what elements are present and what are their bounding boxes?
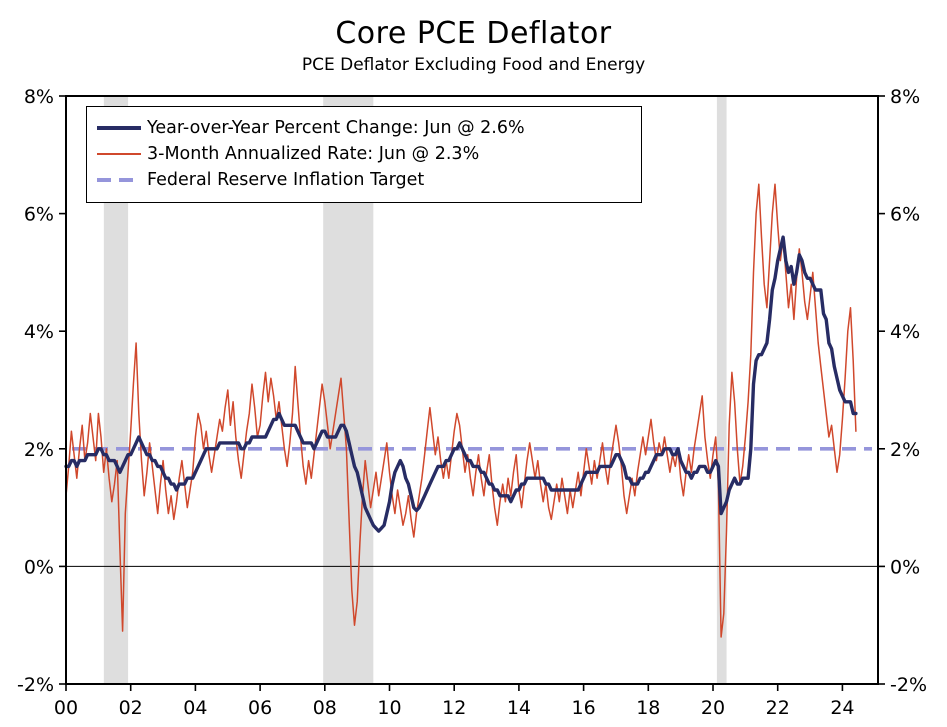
legend-item-3mo: 3-Month Annualized Rate: Jun @ 2.3% [97, 141, 631, 167]
legend-item-yoy: Year-over-Year Percent Change: Jun @ 2.6… [97, 115, 631, 141]
y-tick-label-right: 0% [890, 556, 920, 578]
plot-frame [65, 95, 879, 685]
x-tick-label: 06 [248, 697, 272, 719]
legend-label-yoy: Year-over-Year Percent Change: Jun @ 2.6… [147, 118, 525, 138]
y-tick-label-right: 8% [890, 86, 920, 108]
y-tick-label-left: 2% [24, 439, 54, 461]
y-tick-label-left: 8% [24, 86, 54, 108]
yoy-line-swatch-icon [97, 126, 141, 130]
x-tick-label: 08 [313, 697, 337, 719]
legend-label-target: Federal Reserve Inflation Target [147, 170, 425, 190]
x-tick-label: 16 [572, 697, 596, 719]
x-tick-label: 14 [507, 697, 531, 719]
x-tick-label: 20 [701, 697, 725, 719]
legend-label-3mo: 3-Month Annualized Rate: Jun @ 2.3% [147, 144, 480, 164]
y-tick-label-right: 2% [890, 439, 920, 461]
x-tick-label: 10 [377, 697, 401, 719]
recession-band [716, 96, 727, 684]
legend-item-target: Federal Reserve Inflation Target [97, 167, 631, 193]
y-tick-label-left: -2% [17, 674, 54, 696]
y-tick-label-right: 4% [890, 321, 920, 343]
three-month-line-swatch-icon [97, 153, 141, 155]
y-tick-label-left: 0% [24, 556, 54, 578]
y-tick-label-left: 6% [24, 204, 54, 226]
x-tick-label: 02 [119, 697, 143, 719]
y-axis-ticks: -2% -2% 0% 0% 2% 2% 4% 4% 6% 6% 8% 8% [17, 86, 927, 696]
x-tick-label: 12 [442, 697, 466, 719]
series-line-yoy [64, 235, 858, 533]
chart-legend: Year-over-Year Percent Change: Jun @ 2.6… [86, 106, 642, 203]
y-tick-label-right: -2% [890, 674, 927, 696]
fed-target-line-swatch-icon [97, 178, 141, 182]
x-tick-label: 24 [830, 697, 854, 719]
x-tick-label: 22 [766, 697, 790, 719]
x-tick-label: 04 [183, 697, 207, 719]
y-tick-label-right: 6% [890, 204, 920, 226]
x-tick-label: 18 [636, 697, 660, 719]
x-tick-label: 00 [54, 697, 78, 719]
y-tick-label-left: 4% [24, 321, 54, 343]
series-line-m3 [65, 183, 857, 638]
x-axis-ticks: 00 02 04 06 08 10 12 14 16 18 20 22 24 [54, 684, 855, 719]
